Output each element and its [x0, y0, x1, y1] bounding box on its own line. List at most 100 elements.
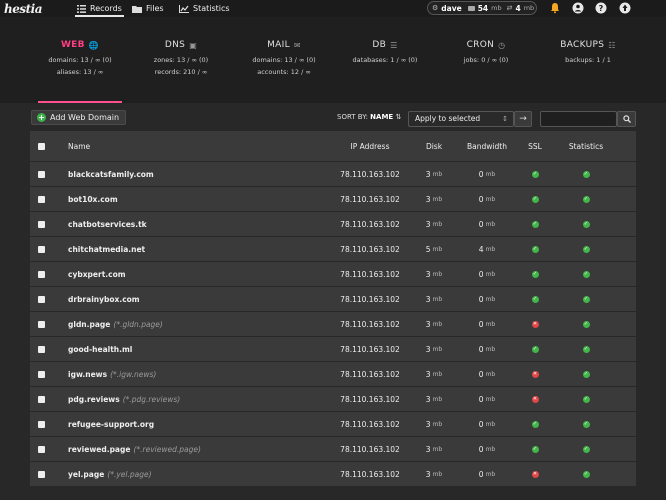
table-row[interactable]: good-health.ml 78.110.163.102 3 mb 0 mb ✓ ✓ [30, 336, 636, 361]
row-checkbox[interactable] [38, 195, 45, 203]
row-checkbox[interactable] [38, 295, 45, 303]
row-checkbox[interactable] [38, 270, 45, 278]
nav-statistics[interactable]: Statistics [179, 0, 230, 17]
table-row[interactable]: reviewed.page (*.reviewed.page) 78.110.163… [30, 436, 636, 461]
bandwidth-usage: 0 [478, 469, 484, 479]
table-row[interactable]: pdg.reviews (*.pdg.reviews) 78.110.163.102… [30, 386, 636, 411]
hestia-logo[interactable]: hestia [4, 1, 43, 16]
header-ssl[interactable]: SSL [528, 141, 542, 151]
row-checkbox[interactable] [38, 320, 45, 328]
ssl-status: ✓ [522, 162, 548, 186]
statistics-status: ✓ [566, 237, 606, 261]
row-checkbox[interactable] [38, 445, 45, 453]
row-checkbox[interactable] [38, 170, 45, 178]
tab-web[interactable]: WEB 🌐 domains: 13 / ∞ (0) aliases: 13 / ∞ [30, 39, 130, 78]
domain-name[interactable]: igw.news [68, 369, 108, 379]
row-checkbox[interactable] [38, 470, 45, 478]
statistics-status: ✓ [566, 187, 606, 211]
apply-action-button[interactable]: → [514, 111, 532, 127]
domain-name[interactable]: pdg.reviews [68, 394, 120, 404]
domain-name-cell: good-health.ml [68, 337, 135, 361]
domain-name[interactable]: gldn.page [68, 319, 111, 329]
row-checkbox[interactable] [38, 220, 45, 228]
tab-backups[interactable]: BACKUPS ☷ backups: 1 / 1 [538, 39, 638, 66]
add-web-domain-button[interactable]: + Add Web Domain [31, 110, 127, 125]
ssl-status: ✓ [522, 412, 548, 436]
user-account-icon[interactable] [572, 2, 584, 14]
bulk-action-value: Apply to selected [415, 114, 481, 123]
table-row[interactable]: igw.news (*.igw.news) 78.110.163.102 3 mb 0 mb… [30, 361, 636, 386]
header-bandwidth[interactable]: Bandwidth [467, 141, 507, 151]
domain-name[interactable]: blackcatsfamily.com [68, 169, 154, 179]
disk-usage: 3 [425, 394, 431, 404]
help-icon[interactable]: ? [595, 2, 607, 14]
nav-files[interactable]: Files [132, 0, 164, 17]
bell-icon[interactable] [549, 2, 561, 14]
table-row[interactable]: drbrainybox.com 78.110.163.102 3 mb 0 mb ✓ ✓ [30, 286, 636, 311]
header-statistics[interactable]: Statistics [568, 141, 604, 151]
row-checkbox[interactable] [38, 370, 45, 378]
tab-db[interactable]: DB ☰ databases: 1 / ∞ (0) [335, 39, 435, 66]
search-input[interactable] [540, 111, 617, 127]
domain-name[interactable]: good-health.ml [68, 344, 133, 354]
statistics-status: ✓ [566, 337, 606, 361]
header-name[interactable]: Name [68, 141, 91, 151]
disk-usage: 3 [425, 294, 431, 304]
table-row[interactable]: bot10x.com 78.110.163.102 3 mb 0 mb ✓ ✓ [30, 186, 636, 211]
tab-cron[interactable]: CRON ◷ jobs: 0 / ∞ (0) [436, 39, 536, 66]
table-row[interactable]: gldn.page (*.gldn.page) 78.110.163.102 3 mb 0… [30, 311, 636, 336]
check-icon: ✓ [531, 220, 539, 228]
statistics-status: ✓ [566, 362, 606, 386]
table-row[interactable]: refugee-support.org 78.110.163.102 3 mb 0 mb ✓… [30, 411, 636, 436]
table-row[interactable]: chatbotservices.tk 78.110.163.102 3 mb 0 mb ✓ ✓ [30, 211, 636, 236]
statistics-status: ✓ [566, 212, 606, 236]
nav-records[interactable]: Records [75, 0, 124, 17]
active-tab-indicator [38, 101, 122, 103]
chart-icon [179, 4, 189, 13]
domain-name[interactable]: reviewed.page [68, 444, 131, 454]
sort-by-label: SORT BY: [337, 113, 368, 121]
row-checkbox[interactable] [38, 420, 45, 428]
user-menu[interactable]: ⚙ dave 54 mb ⇄ 4 mb [427, 1, 537, 15]
domain-name[interactable]: chitchatmedia.net [68, 244, 146, 254]
domain-name[interactable]: cybxpert.com [68, 269, 126, 279]
search-button[interactable] [617, 111, 636, 127]
table-row[interactable]: cybxpert.com 78.110.163.102 3 mb 0 mb ✓ ✓ [30, 261, 636, 286]
bulk-action-select[interactable]: Apply to selected ↕ [408, 111, 514, 127]
sort-by[interactable]: SORT BY: NAME ⇅ [337, 113, 401, 121]
top-bar: hestia Records Files Statistics ⚙ dave 5… [0, 0, 666, 17]
domain-name[interactable]: chatbotservices.tk [68, 219, 147, 229]
header-ip[interactable]: IP Address [350, 141, 390, 151]
domain-name[interactable]: drbrainybox.com [68, 294, 140, 304]
domain-name[interactable]: refugee-support.org [68, 419, 155, 429]
domain-name[interactable]: bot10x.com [68, 194, 118, 204]
bandwidth-usage-cell: 0 mb [462, 462, 512, 486]
toolbar: + Add Web Domain SORT BY: NAME ⇅ Apply t… [0, 103, 666, 131]
row-checkbox-cell [38, 212, 45, 236]
domain-alias: (*.pdg.reviews) [122, 394, 181, 404]
domain-name[interactable]: yel.page [68, 469, 105, 479]
row-checkbox[interactable] [38, 345, 45, 353]
ip-address: 78.110.163.102 [340, 269, 400, 279]
row-checkbox-cell [38, 387, 45, 411]
domain-alias: (*.reviewed.page) [133, 444, 201, 454]
tab-dns[interactable]: DNS ▣ zones: 13 / ∞ (0) records: 210 / ∞ [131, 39, 231, 78]
tab-mail[interactable]: MAIL ✉ domains: 13 / ∞ (0) accounts: 12 /… [234, 39, 334, 78]
row-checkbox[interactable] [38, 245, 45, 253]
statistics-status: ✓ [566, 412, 606, 436]
table-row[interactable]: yel.page (*.yel.page) 78.110.163.102 3 mb 0 mb… [30, 461, 636, 486]
row-checkbox[interactable] [38, 395, 45, 403]
bandwidth-usage-cell: 0 mb [462, 437, 512, 461]
check-icon: ✓ [531, 270, 539, 278]
bandwidth-usage: 0 [478, 219, 484, 229]
header-disk[interactable]: Disk [425, 141, 443, 151]
row-checkbox-cell [38, 262, 45, 286]
disk-usage-cell: 3 mb [418, 262, 450, 286]
logout-icon[interactable] [619, 2, 631, 14]
select-all-checkbox[interactable] [38, 142, 45, 150]
domains-table: Name IP Address Disk Bandwidth SSL Stati… [30, 131, 636, 486]
table-row[interactable]: blackcatsfamily.com 78.110.163.102 3 mb 0 mb ✓… [30, 161, 636, 186]
table-row[interactable]: chitchatmedia.net 78.110.163.102 5 mb 4 mb ✓ ✓ [30, 236, 636, 261]
bandwidth-usage-cell: 0 mb [462, 312, 512, 336]
domain-name-cell: refugee-support.org [68, 412, 157, 436]
